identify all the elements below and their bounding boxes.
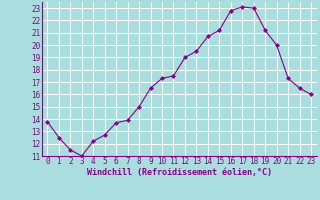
X-axis label: Windchill (Refroidissement éolien,°C): Windchill (Refroidissement éolien,°C)	[87, 168, 272, 177]
